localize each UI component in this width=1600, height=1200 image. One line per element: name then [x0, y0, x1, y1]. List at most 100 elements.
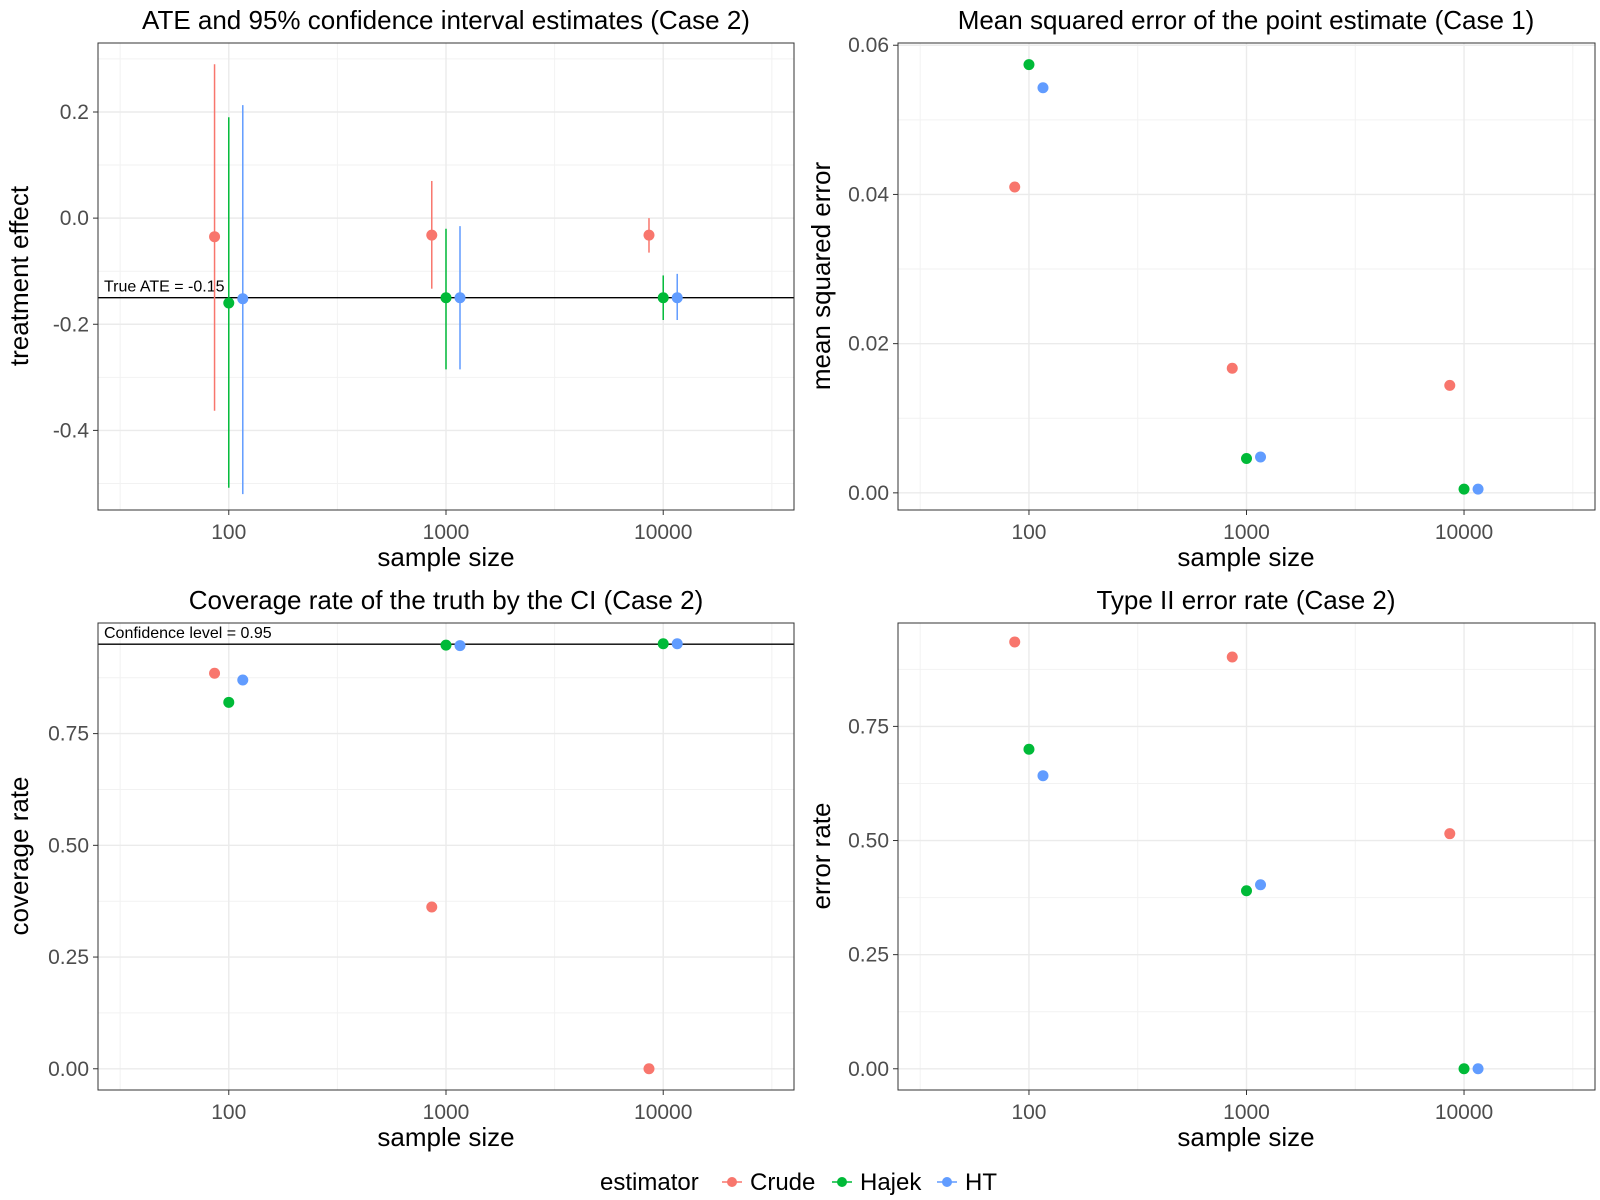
y-tick-labels: 0.00 0.02 0.04 0.06: [848, 34, 898, 505]
point-crude[interactable]: [426, 901, 438, 913]
point-hajek[interactable]: [1458, 1063, 1470, 1075]
grid: [898, 623, 1595, 1090]
point-ht[interactable]: [1472, 1063, 1484, 1075]
point-crude[interactable]: [643, 1063, 655, 1075]
y-tick-labels: 0.00 0.25 0.50 0.75: [48, 723, 98, 1081]
point-hajek[interactable]: [223, 297, 235, 309]
x-tick-label: 1000: [423, 521, 470, 544]
y-tick-label: 0.00: [48, 1058, 89, 1081]
marks: Confidence level = 0.95: [98, 625, 794, 1075]
y-tick-label: 0.00: [848, 482, 889, 505]
y-tick-label: 0.50: [48, 834, 89, 857]
y-tick-label: 0.0: [60, 207, 89, 230]
x-tick-label: 10000: [1435, 1101, 1493, 1124]
point-crude[interactable]: [209, 667, 221, 679]
point-ht[interactable]: [454, 640, 466, 652]
reference-line-label: True ATE = -0.15: [104, 279, 225, 296]
legend-label: Hajek: [860, 1169, 922, 1196]
x-tick-labels: 100 1000 10000: [211, 1090, 692, 1124]
point-hajek[interactable]: [1241, 885, 1252, 897]
point-hajek[interactable]: [657, 292, 669, 304]
x-tick-label: 100: [1011, 1101, 1046, 1124]
y-axis-title: treatment effect: [4, 185, 34, 366]
panel-title: Type II error rate (Case 2): [1096, 585, 1395, 615]
point-ht[interactable]: [237, 674, 249, 686]
grid: [898, 43, 1595, 510]
y-axis-title: mean squared error: [806, 161, 836, 390]
panel-ate: ATE and 95% confidence interval estimate…: [4, 5, 795, 572]
x-axis-title: sample size: [1177, 1122, 1314, 1152]
legend-key-point: [837, 1177, 847, 1187]
x-tick-label: 100: [211, 521, 246, 544]
point-hajek[interactable]: [440, 292, 452, 304]
y-tick-label: 0.02: [848, 333, 889, 356]
y-axis-title: coverage rate: [4, 777, 34, 936]
x-tick-label: 10000: [1435, 521, 1493, 544]
legend-label: HT: [965, 1169, 997, 1196]
point-ht[interactable]: [671, 292, 683, 304]
point-ht[interactable]: [454, 292, 466, 304]
legend-item-hajek[interactable]: Hajek: [832, 1169, 922, 1196]
x-tick-labels: 100 1000 10000: [1011, 510, 1493, 544]
point-crude[interactable]: [1009, 181, 1021, 193]
point-crude[interactable]: [1444, 379, 1456, 391]
grid: [98, 623, 794, 1090]
marks: True ATE = -0.15: [98, 64, 794, 495]
point-crude[interactable]: [1226, 362, 1238, 374]
y-tick-label: 0.25: [848, 944, 889, 967]
legend-key-point: [727, 1177, 737, 1187]
y-tick-label: 0.75: [48, 723, 89, 746]
panel-mse: Mean squared error of the point estimate…: [806, 5, 1596, 572]
x-tick-label: 10000: [634, 1101, 692, 1124]
point-crude[interactable]: [426, 229, 438, 241]
panel-type2: Type II error rate (Case 2) 0.00 0.25 0.50…: [806, 585, 1596, 1152]
legend-key-point: [942, 1177, 952, 1187]
point-crude[interactable]: [1009, 636, 1021, 648]
y-tick-label: -0.2: [53, 313, 89, 336]
x-tick-labels: 100 1000 10000: [1011, 1090, 1493, 1124]
panel-title: ATE and 95% confidence interval estimate…: [142, 5, 750, 35]
point-hajek[interactable]: [440, 639, 452, 651]
point-ht[interactable]: [1255, 879, 1267, 891]
point-ht[interactable]: [1037, 82, 1049, 94]
point-ht[interactable]: [237, 293, 249, 305]
y-tick-label: 0.50: [848, 830, 889, 853]
point-hajek[interactable]: [223, 696, 235, 708]
point-ht[interactable]: [1472, 483, 1484, 495]
legend-item-crude[interactable]: Crude: [722, 1169, 815, 1196]
marks: [1009, 59, 1484, 495]
panel-title: Coverage rate of the truth by the CI (Ca…: [189, 585, 703, 615]
point-crude[interactable]: [1226, 651, 1238, 663]
y-tick-label: 0.00: [848, 1058, 889, 1081]
point-hajek[interactable]: [657, 638, 669, 650]
y-tick-labels: 0.00 0.25 0.50 0.75: [848, 715, 898, 1081]
legend-item-ht[interactable]: HT: [937, 1169, 997, 1196]
x-tick-label: 1000: [1223, 521, 1270, 544]
point-hajek[interactable]: [1241, 453, 1252, 465]
point-ht[interactable]: [1255, 451, 1267, 463]
y-tick-label: 0.25: [48, 946, 89, 969]
point-ht[interactable]: [671, 638, 683, 650]
point-ht[interactable]: [1037, 770, 1049, 782]
legend-title: estimator: [600, 1169, 699, 1196]
x-axis-title: sample size: [1177, 542, 1314, 572]
point-crude[interactable]: [643, 229, 655, 241]
point-hajek[interactable]: [1023, 743, 1035, 755]
x-axis-title: sample size: [377, 542, 514, 572]
legend-label: Crude: [750, 1169, 815, 1196]
y-axis-title: error rate: [806, 803, 836, 910]
y-tick-label: 0.2: [60, 101, 89, 124]
reference-line-label: Confidence level = 0.95: [104, 625, 272, 642]
point-hajek[interactable]: [1023, 59, 1035, 71]
point-hajek[interactable]: [1458, 483, 1470, 495]
x-tick-label: 1000: [1223, 1101, 1270, 1124]
legend: estimator Crude Hajek HT: [600, 1169, 997, 1196]
point-crude[interactable]: [1444, 828, 1456, 840]
panel-title: Mean squared error of the point estimate…: [958, 5, 1535, 35]
x-axis-title: sample size: [377, 1122, 514, 1152]
point-crude[interactable]: [209, 231, 221, 243]
y-tick-label: -0.4: [53, 419, 90, 442]
y-tick-labels: 0.2 0.0 -0.2 -0.4: [53, 101, 98, 442]
x-tick-label: 100: [211, 1101, 246, 1124]
